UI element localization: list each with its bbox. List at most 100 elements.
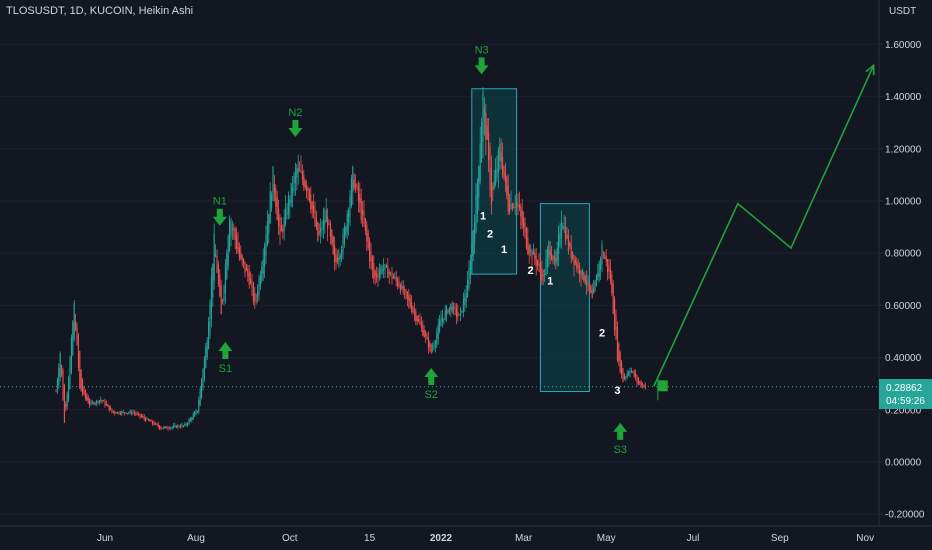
candle-body — [640, 382, 642, 387]
candle-body — [303, 175, 305, 188]
candle-body — [609, 268, 611, 281]
candle-body — [59, 352, 61, 377]
candle-body — [630, 370, 632, 372]
candle-body — [167, 427, 169, 429]
candle-body — [98, 400, 100, 403]
candle-body — [422, 324, 424, 336]
candle-body — [307, 187, 309, 191]
candle-body — [89, 400, 91, 406]
candle-body — [159, 425, 161, 429]
candle-body — [251, 281, 253, 288]
candle-body — [252, 284, 254, 302]
range-box — [539, 203, 590, 393]
candle-body — [289, 199, 291, 206]
candle-body — [479, 143, 481, 182]
candle-body — [280, 225, 282, 232]
candle-body — [584, 276, 586, 284]
candle-body — [175, 425, 177, 428]
candle-body — [607, 259, 609, 272]
candle-body — [406, 291, 408, 299]
candle-body — [450, 303, 452, 310]
annotation-s2: S2 — [424, 368, 439, 401]
candle-body — [355, 184, 357, 187]
candle-body — [486, 125, 488, 140]
candle-body — [129, 411, 131, 413]
candle-body — [378, 271, 380, 277]
candle-body — [87, 397, 89, 404]
projection-path — [653, 63, 875, 401]
candle-body — [502, 156, 504, 175]
candle-body — [429, 342, 431, 347]
candle-body — [503, 165, 505, 178]
candle-body — [121, 411, 123, 414]
candle-body — [264, 245, 266, 267]
candle-body — [497, 150, 499, 173]
candlesticks — [55, 87, 646, 431]
candle-body — [420, 322, 422, 328]
candle-body — [296, 168, 298, 178]
candle-body — [376, 273, 378, 278]
projection-arrowhead — [865, 63, 875, 76]
arrow-down-icon — [474, 57, 489, 75]
candle-body — [574, 260, 576, 263]
candle-body — [483, 107, 485, 118]
candle-body — [157, 424, 159, 427]
candle-body — [506, 176, 508, 196]
candle-body — [593, 287, 595, 294]
candle-body — [464, 297, 466, 306]
candle-body — [535, 255, 537, 266]
candle-body — [465, 292, 467, 302]
candle-body — [65, 403, 67, 409]
time-axis[interactable]: Jun Aug Oct 15 2022 Mar May Jul Sep Nov — [97, 533, 874, 544]
candle-body — [601, 245, 603, 264]
candle-body — [229, 219, 231, 252]
wave-label: 1 — [547, 276, 553, 288]
candle-body — [482, 92, 484, 143]
candle-body — [143, 416, 145, 419]
candle-body — [423, 330, 425, 337]
candle-body — [577, 265, 579, 267]
candle-body — [224, 264, 226, 294]
candle-body — [220, 285, 222, 315]
candle-body — [343, 227, 345, 245]
candle-body — [168, 428, 170, 429]
candle-body — [402, 286, 404, 293]
y-tick-label: 1.20000 — [885, 144, 922, 155]
candle-body — [139, 413, 141, 417]
candle-body — [70, 337, 72, 373]
candle-body — [108, 405, 110, 411]
candle-body — [476, 180, 478, 214]
price-axis[interactable]: 1.60000 1.40000 1.20000 1.00000 0.80000 0.600… — [879, 40, 925, 521]
arrow-up-icon — [218, 341, 233, 359]
candle-body — [392, 276, 394, 279]
candle-body — [553, 256, 555, 259]
candle-body — [201, 378, 203, 398]
candle-body — [234, 229, 236, 240]
candle-body — [128, 412, 130, 414]
candle-body — [621, 362, 623, 375]
candle-body — [275, 187, 277, 207]
candle-body — [192, 414, 194, 419]
candle-body — [117, 412, 119, 413]
candle-body — [304, 181, 306, 188]
candle-body — [73, 302, 75, 339]
candle-body — [342, 234, 344, 254]
candle-body — [282, 228, 284, 233]
candle-body — [495, 170, 497, 185]
candle-body — [69, 357, 71, 389]
x-tick-label: Nov — [856, 533, 874, 544]
candle-body — [202, 369, 204, 388]
candle-body — [573, 254, 575, 266]
candle-body — [447, 310, 449, 314]
candle-body — [632, 371, 634, 373]
y-tick-label: 1.60000 — [885, 40, 922, 51]
candle-body — [371, 256, 373, 270]
candle-body — [443, 318, 445, 320]
candle-body — [490, 167, 492, 205]
candle-body — [433, 345, 435, 349]
candle-body — [521, 211, 523, 225]
candle-body — [195, 410, 197, 415]
candle-body — [334, 245, 336, 263]
candle-body — [297, 167, 299, 173]
